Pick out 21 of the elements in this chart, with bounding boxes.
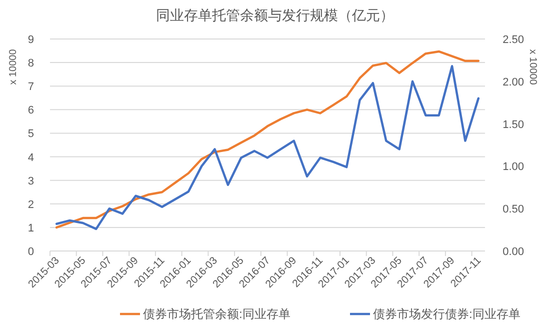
y-tick-label: 4: [28, 152, 34, 164]
y-tick-label: 5: [28, 128, 34, 140]
legend-label: 债券市场托管余额:同业存单: [143, 307, 290, 321]
y-tick-label: 1: [28, 222, 34, 234]
y-axis-title: x 10000: [8, 48, 19, 85]
y-tick-label: 7: [28, 81, 34, 94]
y2-tick-label: 2.50: [502, 34, 524, 46]
y2-tick-label: 2.00: [502, 76, 524, 88]
y2-tick-label: 1.50: [502, 118, 524, 131]
y2-tick-label: 1.00: [502, 161, 524, 174]
y-tick-label: 0: [28, 246, 34, 258]
legend-label: 债券市场发行债券:同业存单: [373, 307, 520, 321]
y-tick-label: 3: [28, 175, 34, 188]
chart-title: 同业存单托管余额与发行规模（亿元）: [156, 7, 394, 23]
y-tick-label: 8: [28, 58, 34, 70]
y2-axis-title: x 10000: [527, 49, 538, 86]
y-tick-label: 9: [28, 34, 34, 46]
y2-tick-label: 0.00: [502, 246, 524, 258]
y-tick-label: 2: [28, 198, 34, 211]
y-tick-label: 6: [28, 104, 34, 117]
y2-tick-label: 0.50: [502, 204, 524, 216]
